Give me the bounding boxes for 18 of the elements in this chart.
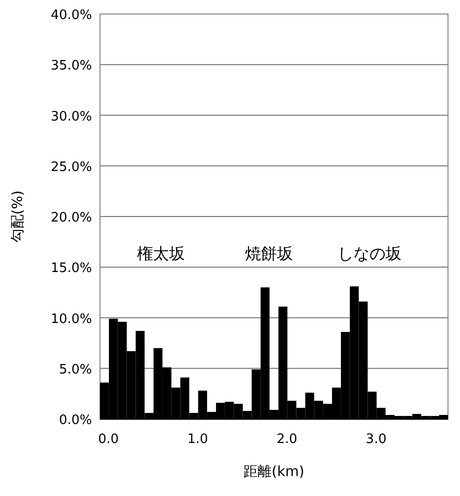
annotation: 焼餅坂 [244, 244, 293, 264]
x-tick-label: 2.0 [276, 432, 298, 447]
x-tick-label: 1.0 [187, 432, 208, 447]
y-tick-label: 15.0% [50, 261, 92, 276]
x-tick-label: 0.0 [98, 432, 119, 447]
x-axis-title: 距離(km) [244, 464, 304, 480]
y-tick-label: 30.0% [50, 109, 92, 124]
y-tick-label: 35.0% [50, 58, 92, 74]
y-tick-label: 40.0% [50, 8, 92, 23]
y-tick-label: 10.0% [50, 312, 92, 327]
y-tick-label: 25.0% [50, 160, 92, 175]
annotation: しなの坂 [338, 244, 402, 264]
y-tick-label: 20.0% [50, 210, 92, 226]
annotation: 権太坂 [136, 244, 185, 264]
y-axis-title: 勾配(%) [10, 190, 26, 243]
y-tick-label: 0.0% [58, 413, 92, 428]
x-tick-label: 3.0 [366, 432, 386, 447]
y-tick-label: 5.0% [58, 362, 92, 378]
